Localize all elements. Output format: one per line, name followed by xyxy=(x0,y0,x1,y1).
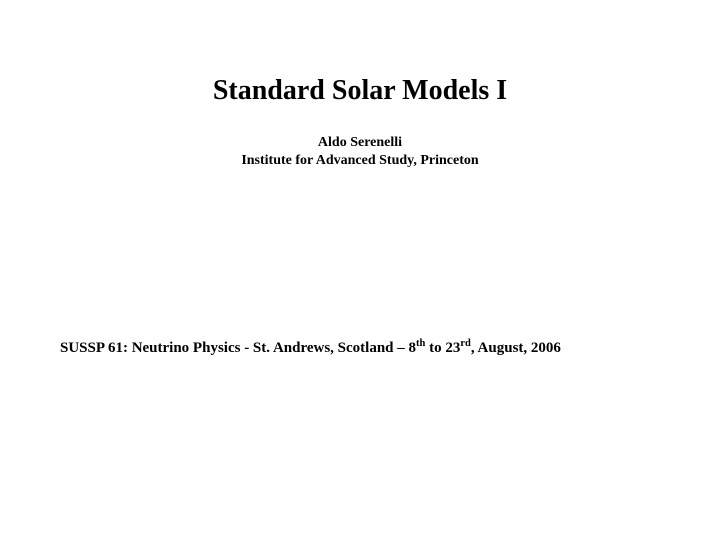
conference-prefix: SUSSP 61: Neutrino Physics - St. Andrews… xyxy=(60,340,416,356)
conference-mid: to 23 xyxy=(425,340,460,356)
slide-container: Standard Solar Models I Aldo Serenelli I… xyxy=(0,0,720,540)
author-affiliation: Institute for Advanced Study, Princeton xyxy=(60,153,660,169)
slide-title: Standard Solar Models I xyxy=(60,75,660,107)
ordinal-suffix-1: th xyxy=(416,338,425,349)
conference-suffix: , August, 2006 xyxy=(471,340,561,356)
conference-info: SUSSP 61: Neutrino Physics - St. Andrews… xyxy=(60,340,660,357)
author-name: Aldo Serenelli xyxy=(60,135,660,151)
ordinal-suffix-2: rd xyxy=(460,338,471,349)
